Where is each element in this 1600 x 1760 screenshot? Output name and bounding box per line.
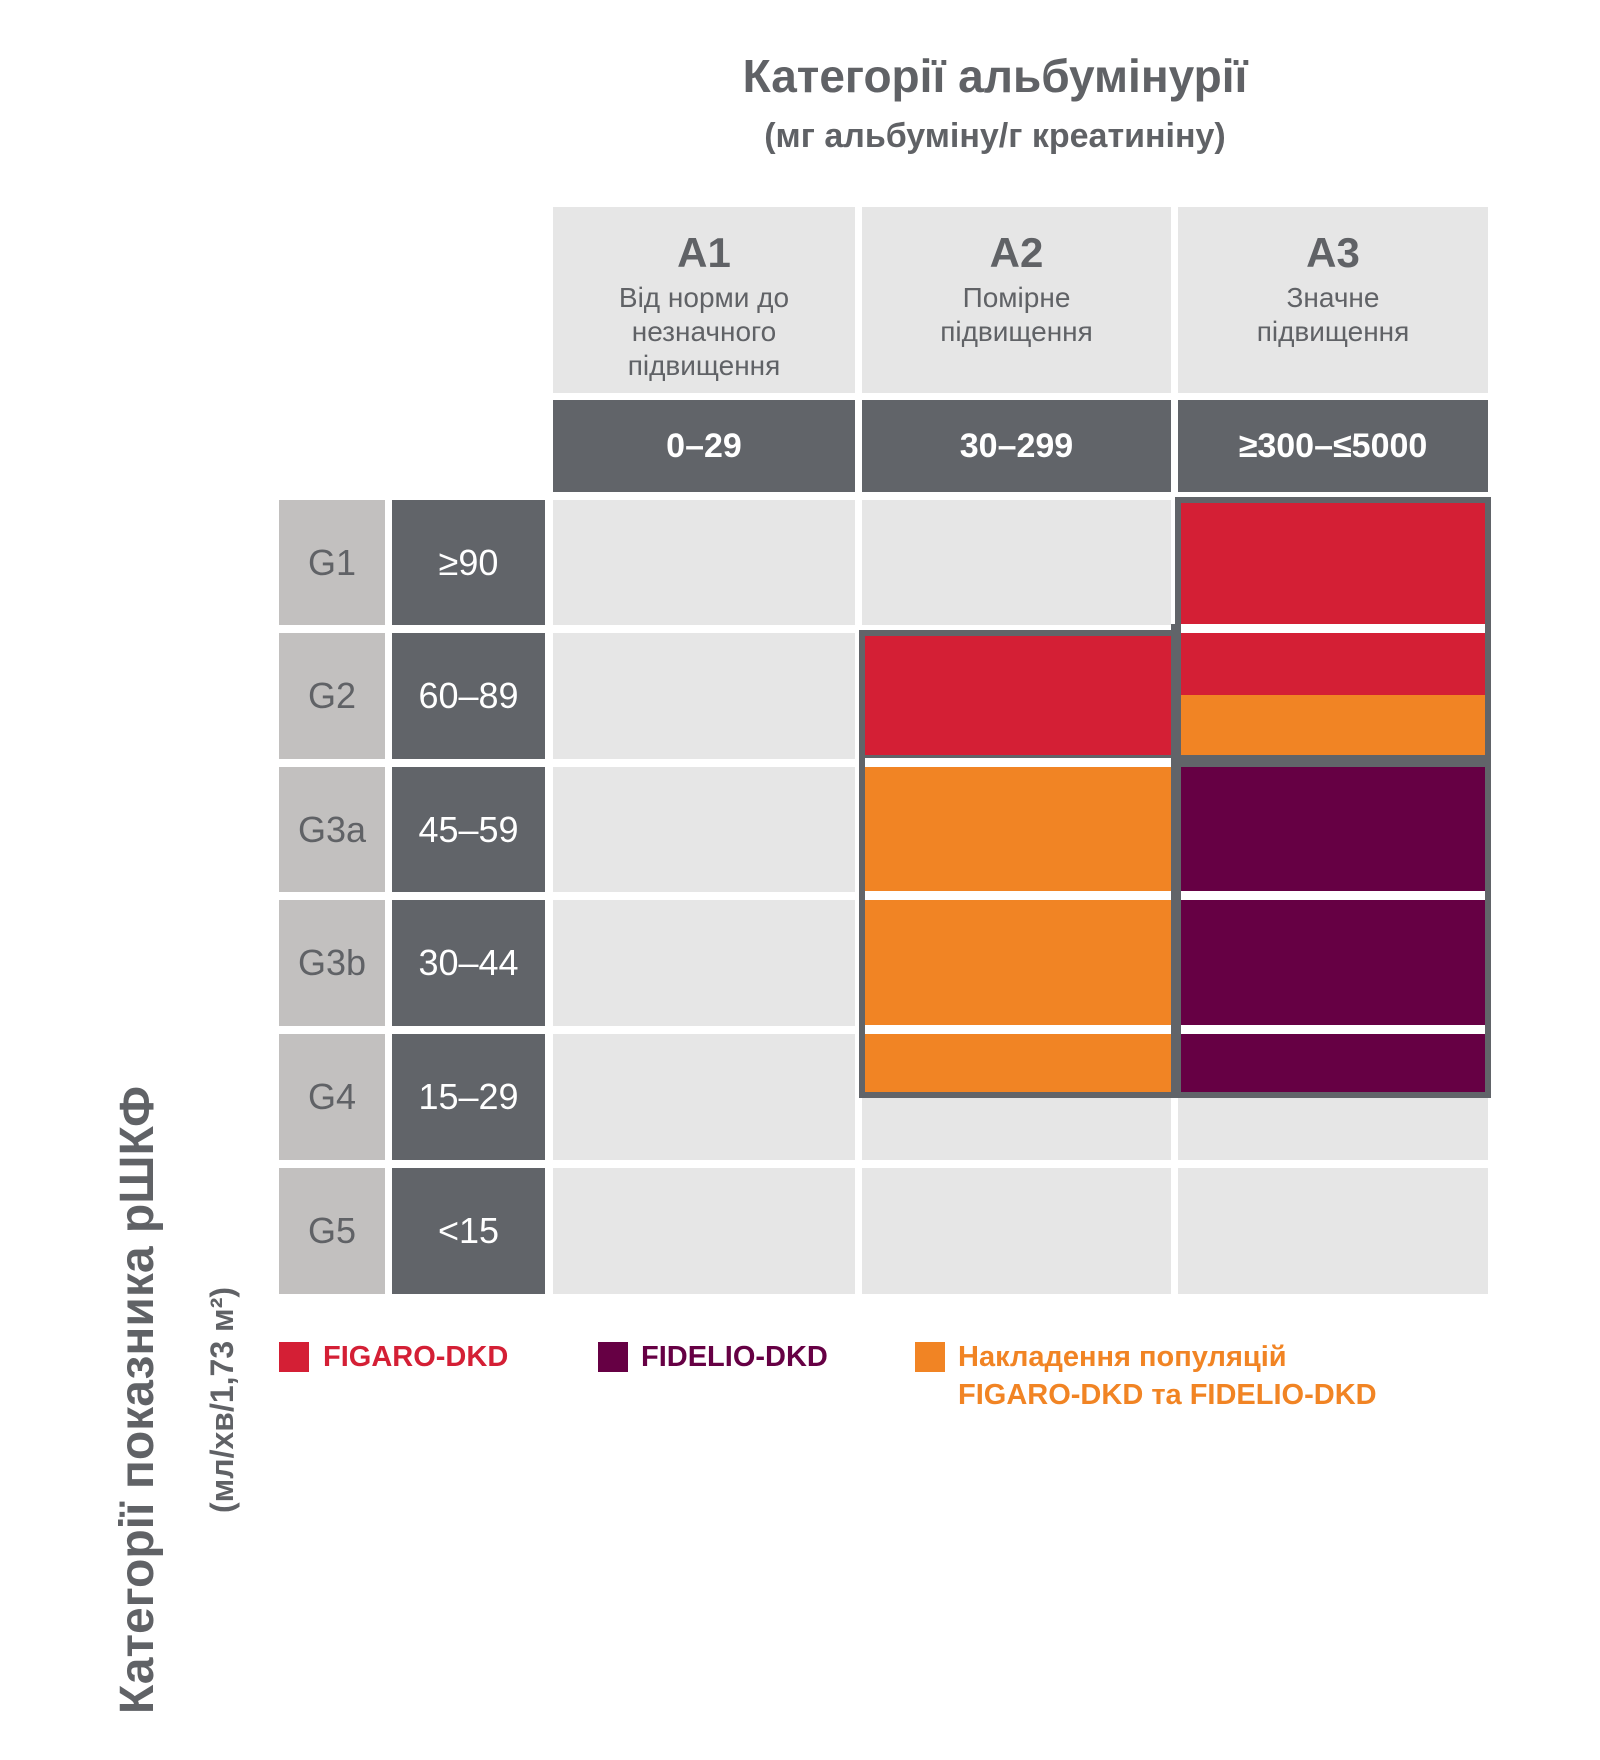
- column-header-a2: A2 Помірне підвищення: [862, 207, 1171, 393]
- row-code-g2: G2: [279, 633, 385, 759]
- row-code-g3b: G3b: [279, 900, 385, 1026]
- row-divider: [1181, 1025, 1485, 1034]
- grid-cell: [1178, 1168, 1488, 1294]
- y-axis-label: Категорії показника рШКФ (мл/хв/1,73 м²): [60, 1040, 250, 1760]
- figaro-cell-a2-g2: [865, 636, 1171, 755]
- grid-cell: [862, 1098, 1171, 1160]
- grid-cell: [862, 1168, 1171, 1294]
- fidelio-cell-a3-g3b: [1181, 900, 1485, 1025]
- column-range-a3: ≥300–≤5000: [1178, 400, 1488, 492]
- column-code: A2: [989, 229, 1044, 276]
- column-code: A1: [677, 229, 731, 276]
- overlap-cell-a3-g2: [1181, 695, 1485, 755]
- grid-cell: [553, 900, 855, 1026]
- row-range-g2: 60–89: [392, 633, 545, 759]
- legend-label-figaro: FIGARO-DKD: [323, 1341, 509, 1373]
- legend-label-overlap-line2: FIGARO-DKD та FIDELIO-DKD: [958, 1379, 1377, 1411]
- grid-cell: [553, 1168, 855, 1294]
- fidelio-cell-a3-g4: [1181, 1034, 1485, 1092]
- column-range-a1: 0–29: [553, 400, 855, 492]
- column-description: Значне підвищення: [1256, 282, 1410, 347]
- chart-subtitle: (мг альбуміну/г креатиніну): [764, 117, 1226, 155]
- row-range-g5: <15: [392, 1168, 545, 1294]
- legend-label-fidelio: FIDELIO-DKD: [641, 1341, 828, 1373]
- overlap-cell-a2-g3a: [865, 767, 1171, 891]
- legend-swatch-fidelio: [598, 1342, 628, 1372]
- figaro-cell-a3-g1: [1181, 503, 1485, 624]
- row-divider: [1181, 624, 1485, 633]
- column-description: Помірне підвищення: [940, 282, 1093, 347]
- legend-label-overlap-line1: Накладення популяцій: [958, 1341, 1287, 1373]
- grid-cell: [553, 1034, 855, 1160]
- a3-fidelio-top-border: [1171, 755, 1491, 767]
- legend-swatch-figaro: [279, 1342, 309, 1372]
- figaro-cell-a3-g2: [1181, 633, 1485, 695]
- a2-a3-divider: [1171, 624, 1181, 1098]
- row-code-g5: G5: [279, 1168, 385, 1294]
- overlap-cell-a2-g4: [865, 1034, 1171, 1092]
- overlap-cell-a2-g3b: [865, 900, 1171, 1025]
- y-axis-units: (мл/хв/1,73 м²): [204, 1286, 240, 1514]
- grid-cell: [553, 633, 855, 759]
- fidelio-cell-a3-g3a: [1181, 767, 1485, 891]
- row-code-g3a: G3a: [279, 767, 385, 892]
- grid-cell: [1178, 1098, 1488, 1160]
- row-code-g4: G4: [279, 1034, 385, 1160]
- row-divider: [1181, 891, 1485, 900]
- legend-swatch-overlap: [915, 1342, 945, 1372]
- row-range-g4: 15–29: [392, 1034, 545, 1160]
- chart-title: Категорії альбумінурії: [742, 50, 1248, 102]
- grid-cell: [553, 500, 855, 625]
- y-axis-title: Категорії показника рШКФ: [111, 1085, 164, 1715]
- column-header-a3: A3 Значне підвищення: [1178, 207, 1488, 393]
- column-code: A3: [1306, 229, 1360, 276]
- row-range-g3b: 30–44: [392, 900, 545, 1026]
- grid-cell: [862, 500, 1171, 625]
- row-range-g3a: 45–59: [392, 767, 545, 892]
- column-description: Від норми до незначного підвищення: [618, 282, 790, 381]
- row-divider: [865, 891, 1171, 900]
- row-code-g1: G1: [279, 500, 385, 625]
- row-divider: [865, 1025, 1171, 1034]
- row-range-g1: ≥90: [392, 500, 545, 625]
- column-range-a2: 30–299: [862, 400, 1171, 492]
- row-divider: [865, 758, 1171, 767]
- grid-cell: [553, 767, 855, 892]
- column-header-a1: A1 Від норми до незначного підвищення: [553, 207, 855, 393]
